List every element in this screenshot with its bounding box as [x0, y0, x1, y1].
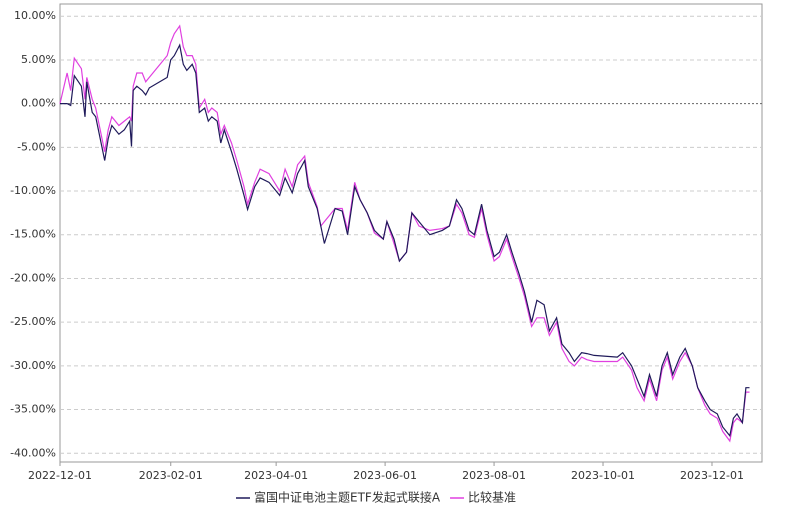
- y-tick-label: -5.00%: [17, 140, 56, 153]
- y-tick-label: -40.00%: [10, 446, 56, 459]
- plot-frame: [59, 3, 763, 463]
- x-tick-label: 2023-06-01: [353, 469, 417, 482]
- series-line: [60, 43, 750, 438]
- y-tick-label: 5.00%: [21, 53, 56, 66]
- y-tick-label: 10.00%: [14, 9, 56, 22]
- legend-label: 比较基准: [468, 490, 516, 505]
- y-tick-label: -20.00%: [10, 271, 56, 284]
- x-tick-label: 2023-08-01: [462, 469, 526, 482]
- x-tick-label: 2022-12-01: [28, 469, 92, 482]
- series-line: [59, 24, 750, 443]
- y-tick-label: -25.00%: [10, 315, 56, 328]
- y-tick-label: -10.00%: [10, 184, 56, 197]
- x-tick-label: 2023-12-01: [680, 469, 744, 482]
- y-tick-label: 0.00%: [21, 97, 56, 110]
- legend-label: 富国中证电池主题ETF发起式联接A: [254, 490, 441, 505]
- x-tick-label: 2023-04-01: [244, 469, 308, 482]
- y-tick-label: -30.00%: [10, 359, 56, 372]
- y-tick-label: -15.00%: [10, 228, 56, 241]
- x-tick-label: 2023-02-01: [139, 469, 203, 482]
- x-tick-label: 2023-10-01: [571, 469, 635, 482]
- y-tick-label: -35.00%: [10, 403, 56, 416]
